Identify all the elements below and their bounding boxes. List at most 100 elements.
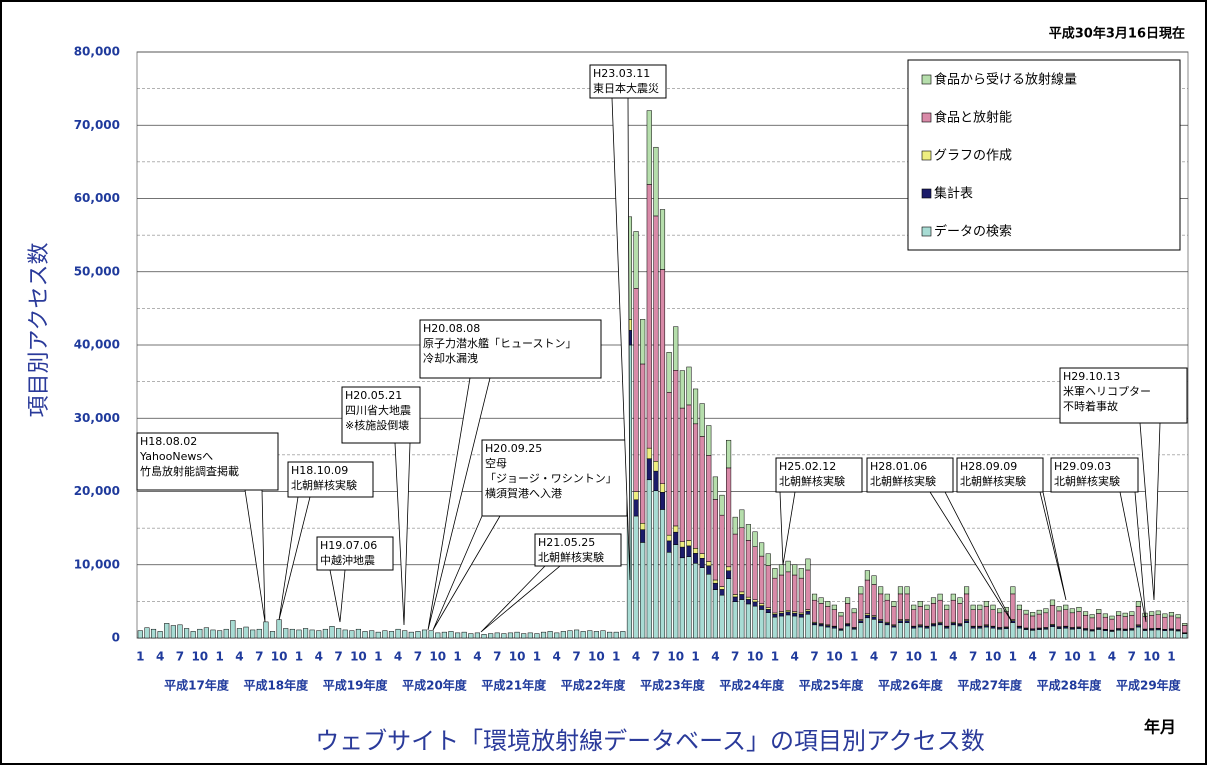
bar-segment bbox=[309, 629, 315, 639]
bar-segment bbox=[580, 631, 586, 639]
y-tick-label: 0 bbox=[112, 631, 120, 645]
bar-segment bbox=[666, 352, 672, 393]
bar-segment bbox=[811, 593, 818, 601]
annotation-text: 北朝鮮核実験 bbox=[291, 478, 357, 492]
bar-segment bbox=[203, 627, 209, 639]
bar-segment bbox=[659, 209, 666, 270]
bar-segment bbox=[1003, 628, 1009, 639]
bar-segment bbox=[944, 627, 950, 639]
bar-segment bbox=[1036, 609, 1042, 615]
bar-segment bbox=[963, 593, 970, 620]
bar-segment bbox=[864, 570, 870, 581]
bar-segment bbox=[977, 609, 983, 627]
bar-segment bbox=[904, 593, 910, 620]
bar-segment bbox=[1102, 613, 1108, 618]
annotation-box bbox=[341, 386, 421, 444]
bar-segment bbox=[217, 630, 223, 639]
bar-segment bbox=[653, 215, 659, 462]
bar-segment bbox=[1168, 630, 1175, 639]
bar-segment bbox=[150, 628, 157, 639]
bar-segment bbox=[897, 622, 904, 639]
bar-segment bbox=[990, 627, 996, 639]
bar-segment bbox=[1023, 613, 1029, 629]
bar-segment bbox=[375, 631, 381, 639]
bar-segment bbox=[1056, 628, 1062, 639]
bar-segment bbox=[792, 612, 798, 617]
bar-segment bbox=[937, 624, 943, 639]
bar-segment bbox=[666, 534, 672, 542]
bar-segment bbox=[686, 540, 692, 547]
bar-segment bbox=[613, 631, 619, 639]
x-tick-label: 1 bbox=[1009, 650, 1017, 664]
bar-segment bbox=[1168, 615, 1175, 630]
annotation-box bbox=[316, 536, 394, 571]
bar-segment bbox=[911, 627, 917, 639]
bar-segment bbox=[1063, 627, 1069, 639]
fiscal-year-label: 平成23年度 bbox=[640, 678, 706, 693]
bar-segment bbox=[633, 491, 639, 501]
bar-segment bbox=[1175, 630, 1181, 639]
bar-segment bbox=[607, 631, 613, 639]
x-tick-label: 10 bbox=[191, 650, 208, 664]
y-tick-label: 50,000 bbox=[74, 264, 120, 278]
bar-segment bbox=[673, 544, 679, 639]
bar-segment bbox=[1049, 626, 1056, 639]
bar-segment bbox=[726, 570, 732, 579]
bar-segment bbox=[997, 628, 1003, 639]
bar-segment bbox=[1043, 612, 1049, 628]
bar-segment bbox=[765, 553, 771, 566]
x-tick-label: 10 bbox=[905, 650, 922, 664]
y-tick-label: 80,000 bbox=[74, 45, 120, 59]
x-tick-label: 10 bbox=[747, 650, 764, 664]
bar-segment bbox=[435, 632, 441, 639]
legend-label: グラフの作成 bbox=[934, 149, 1012, 164]
bar-segment bbox=[395, 628, 401, 639]
bar-segment bbox=[1129, 615, 1135, 629]
bar-segment bbox=[1069, 608, 1075, 614]
bar-segment bbox=[904, 620, 910, 623]
bar-segment bbox=[944, 604, 950, 610]
bar-segment bbox=[858, 620, 864, 623]
bar-segment bbox=[144, 627, 150, 639]
bar-segment bbox=[739, 599, 745, 639]
bar-segment bbox=[494, 632, 500, 639]
bar-segment bbox=[851, 628, 857, 639]
annotation-date: H29.10.13 bbox=[1063, 370, 1120, 383]
x-tick-label: 7 bbox=[334, 650, 342, 664]
bar-segment bbox=[891, 601, 897, 607]
bar-segment bbox=[223, 628, 229, 639]
bar-segment bbox=[640, 529, 646, 543]
bar-segment bbox=[666, 552, 672, 639]
bar-segment bbox=[673, 326, 679, 371]
annotation-text: 北朝鮮核実験 bbox=[538, 550, 604, 564]
x-tick-label: 4 bbox=[1028, 650, 1036, 664]
bar-segment bbox=[653, 461, 659, 472]
x-tick-label: 1 bbox=[1088, 650, 1096, 664]
bar-segment bbox=[897, 593, 904, 620]
bar-segment bbox=[917, 626, 923, 639]
bar-segment bbox=[911, 604, 917, 610]
bar-segment bbox=[1162, 613, 1168, 618]
bar-segment bbox=[706, 565, 712, 575]
bar-segment bbox=[1122, 630, 1128, 639]
x-tick-label: 4 bbox=[1108, 650, 1116, 664]
bar-segment bbox=[620, 631, 626, 639]
x-axis-label: 年月 bbox=[1144, 718, 1176, 737]
bar-segment bbox=[640, 523, 646, 530]
bar-segment bbox=[1109, 618, 1115, 631]
bar-segment bbox=[1089, 630, 1095, 639]
bar-segment bbox=[825, 601, 831, 607]
bar-segment bbox=[706, 574, 712, 639]
bar-segment bbox=[679, 370, 685, 409]
bar-segment bbox=[1056, 610, 1062, 627]
bar-segment bbox=[759, 605, 765, 610]
bar-segment bbox=[1023, 609, 1029, 615]
bar-segment bbox=[798, 616, 804, 639]
x-tick-label: 7 bbox=[969, 650, 977, 664]
annotation-box bbox=[1050, 457, 1139, 493]
bar-segment bbox=[679, 541, 685, 548]
